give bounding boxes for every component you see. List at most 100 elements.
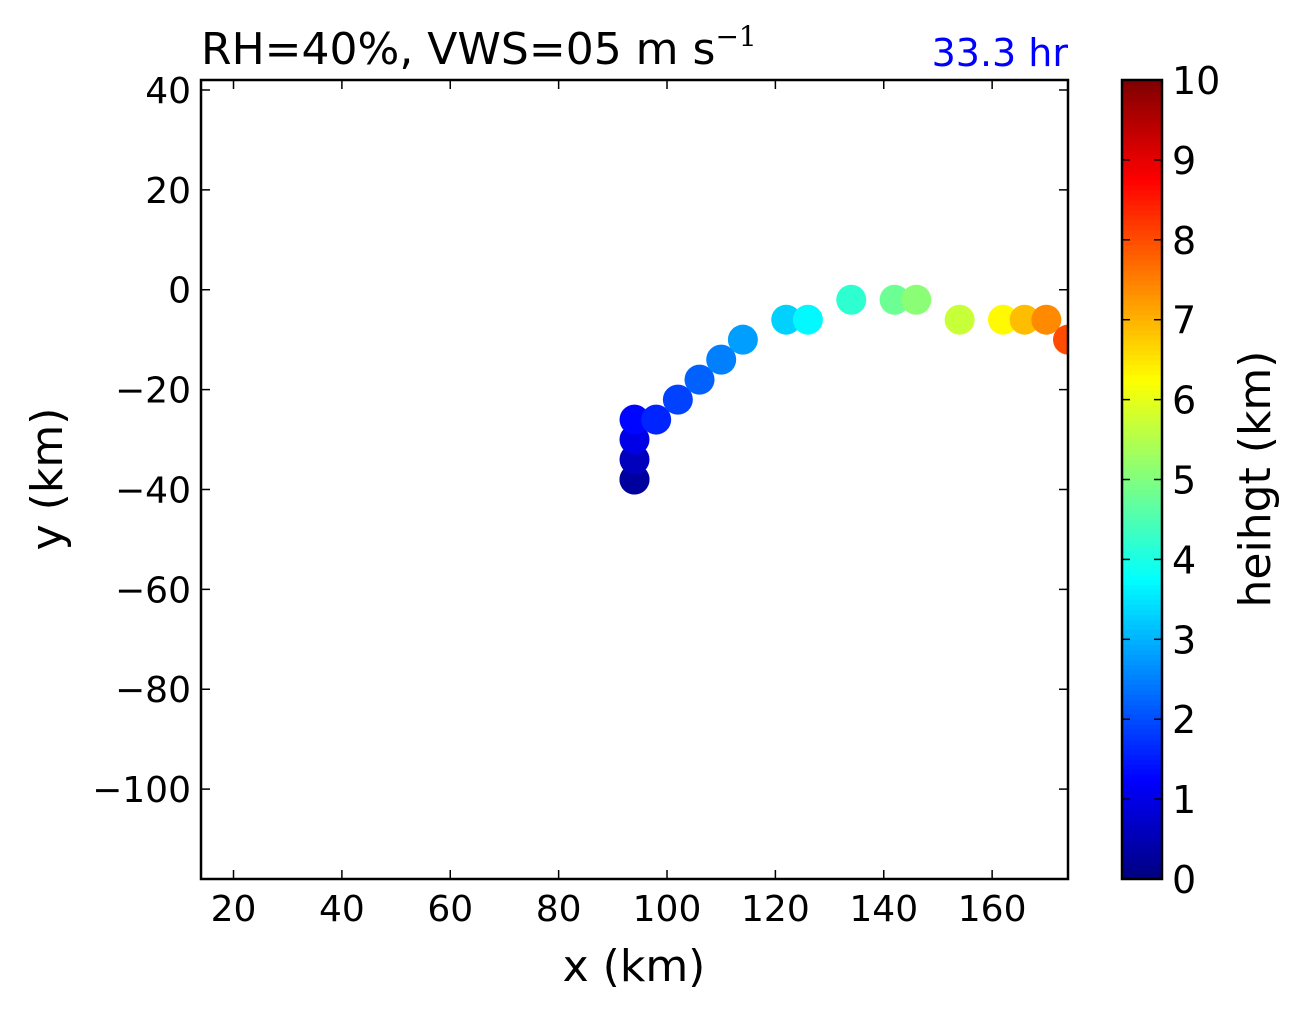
colorbar-segment (1122, 739, 1162, 745)
colorbar-segment (1122, 409, 1162, 416)
colorbar-segment (1122, 569, 1162, 575)
x-tick-label: 140 (849, 889, 918, 930)
colorbar-segment (1122, 249, 1162, 256)
colorbar-segment (1122, 334, 1162, 341)
colorbar-tick-label: 10 (1172, 59, 1220, 103)
colorbar-segment (1122, 274, 1162, 281)
colorbar-segment (1122, 844, 1162, 850)
colorbar-segment (1122, 694, 1162, 700)
colorbar-segment (1122, 779, 1162, 785)
colorbar-segment (1122, 809, 1162, 815)
colorbar-segment (1122, 804, 1162, 810)
scatter-point (727, 324, 758, 355)
colorbar-segment (1122, 594, 1162, 600)
colorbar-segment (1122, 299, 1162, 306)
x-tick-label: 40 (319, 889, 365, 930)
colorbar-segment (1122, 429, 1162, 436)
colorbar-segment (1122, 419, 1162, 426)
colorbar-segment (1122, 529, 1162, 536)
colorbar-tick-label: 1 (1172, 778, 1196, 822)
colorbar-segment (1122, 454, 1162, 461)
scatter-point (706, 344, 737, 375)
scatter-points (619, 284, 1068, 495)
colorbar-segment (1122, 89, 1162, 96)
scatter-point (944, 304, 975, 335)
colorbar-segment (1122, 234, 1162, 241)
colorbar-segment (1122, 629, 1162, 635)
colorbar-segment (1122, 399, 1162, 406)
colorbar-segment (1122, 549, 1162, 556)
colorbar-segment (1122, 619, 1162, 625)
colorbar-segment (1122, 469, 1162, 476)
colorbar-segment (1122, 554, 1162, 560)
colorbar-segment (1122, 689, 1162, 695)
colorbar-segment (1122, 199, 1162, 206)
time-annotation: 33.3 hr (932, 31, 1069, 75)
colorbar-segment (1122, 714, 1162, 720)
colorbar-segment (1122, 649, 1162, 655)
colorbar-segment (1122, 134, 1162, 141)
x-axis-label: x (km) (563, 941, 706, 992)
colorbar-segment (1122, 874, 1162, 880)
colorbar-segment (1122, 284, 1162, 291)
colorbar-segment (1122, 579, 1162, 585)
scatter-point (1031, 304, 1062, 335)
colorbar-segment (1122, 259, 1162, 266)
scatter-point (792, 304, 823, 335)
colorbar-segment (1122, 754, 1162, 760)
colorbar-segment (1122, 489, 1162, 496)
colorbar-segment (1122, 109, 1162, 116)
colorbar-segment (1122, 794, 1162, 800)
colorbar-segment (1122, 519, 1162, 526)
colorbar-segment (1122, 684, 1162, 690)
y-tick-label: −20 (115, 371, 191, 412)
colorbar-segment (1122, 499, 1162, 506)
colorbar-segment (1122, 564, 1162, 570)
colorbar-segment (1122, 449, 1162, 456)
colorbar-segment (1122, 654, 1162, 660)
x-tick-label: 80 (536, 889, 582, 930)
colorbar-segment (1122, 719, 1162, 725)
colorbar-segment (1122, 344, 1162, 351)
colorbar-segment (1122, 439, 1162, 446)
colorbar-segment (1122, 444, 1162, 451)
colorbar-segment (1122, 424, 1162, 431)
colorbar-segment (1122, 139, 1162, 146)
colorbar-segment (1122, 244, 1162, 251)
colorbar-tick-label: 6 (1172, 379, 1196, 423)
colorbar-segment (1122, 359, 1162, 366)
colorbar-segment (1122, 179, 1162, 186)
colorbar-segment (1122, 204, 1162, 211)
colorbar-segment (1122, 764, 1162, 770)
scatter-point (662, 384, 693, 415)
y-axis-label: y (km) (22, 408, 73, 551)
colorbar-segment (1122, 254, 1162, 261)
scatter-point (879, 284, 910, 315)
colorbar-segment (1122, 164, 1162, 171)
colorbar-segment (1122, 824, 1162, 830)
colorbar-segment (1122, 479, 1162, 486)
colorbar-segment (1122, 189, 1162, 196)
colorbar-segment (1122, 414, 1162, 421)
colorbar-segment (1122, 159, 1162, 166)
colorbar-segment (1122, 814, 1162, 820)
colorbar-segment (1122, 509, 1162, 516)
colorbar-segment (1122, 369, 1162, 376)
colorbar-segment (1122, 184, 1162, 191)
colorbar-segment (1122, 269, 1162, 276)
colorbar-segment (1122, 114, 1162, 121)
colorbar-segment (1122, 634, 1162, 640)
colorbar-segment (1122, 169, 1162, 176)
colorbar-segment (1122, 384, 1162, 391)
colorbar-segment (1122, 774, 1162, 780)
colorbar-segment (1122, 539, 1162, 546)
colorbar (1122, 80, 1162, 880)
colorbar-segment (1122, 674, 1162, 680)
colorbar-segment (1122, 704, 1162, 710)
scatter-point (987, 304, 1018, 335)
colorbar-segment (1122, 604, 1162, 610)
colorbar-segment (1122, 744, 1162, 750)
colorbar-tick-label: 7 (1172, 299, 1196, 343)
colorbar-segment (1122, 264, 1162, 271)
